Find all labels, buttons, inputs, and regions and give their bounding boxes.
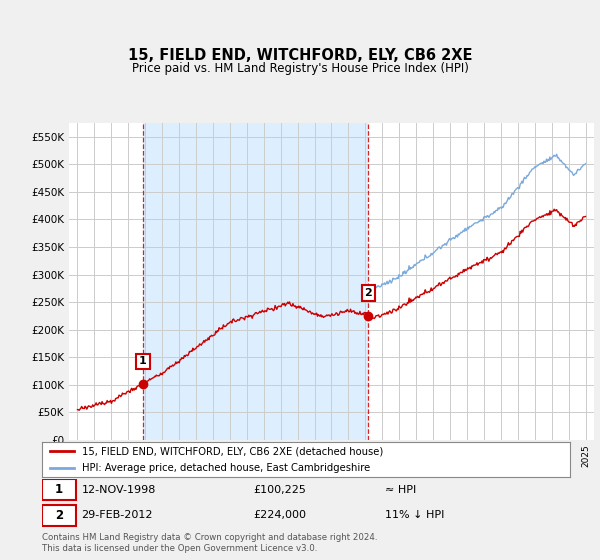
Text: 1: 1 <box>55 483 63 496</box>
Text: ≈ HPI: ≈ HPI <box>385 485 416 495</box>
Text: 11% ↓ HPI: 11% ↓ HPI <box>385 510 445 520</box>
Text: 29-FEB-2012: 29-FEB-2012 <box>82 510 153 520</box>
Text: £224,000: £224,000 <box>253 510 306 520</box>
Text: 15, FIELD END, WITCHFORD, ELY, CB6 2XE: 15, FIELD END, WITCHFORD, ELY, CB6 2XE <box>128 49 472 63</box>
Text: HPI: Average price, detached house, East Cambridgeshire: HPI: Average price, detached house, East… <box>82 464 370 473</box>
FancyBboxPatch shape <box>42 505 76 526</box>
Text: 2: 2 <box>55 508 63 521</box>
Text: 15, FIELD END, WITCHFORD, ELY, CB6 2XE (detached house): 15, FIELD END, WITCHFORD, ELY, CB6 2XE (… <box>82 446 383 456</box>
Bar <box>143 123 368 440</box>
Text: £100,225: £100,225 <box>253 485 306 495</box>
Text: Contains HM Land Registry data © Crown copyright and database right 2024.
This d: Contains HM Land Registry data © Crown c… <box>42 533 377 553</box>
Text: 1: 1 <box>139 356 147 366</box>
FancyBboxPatch shape <box>42 479 76 501</box>
Text: 2: 2 <box>364 288 372 298</box>
Text: Price paid vs. HM Land Registry's House Price Index (HPI): Price paid vs. HM Land Registry's House … <box>131 62 469 75</box>
Text: 12-NOV-1998: 12-NOV-1998 <box>82 485 156 495</box>
